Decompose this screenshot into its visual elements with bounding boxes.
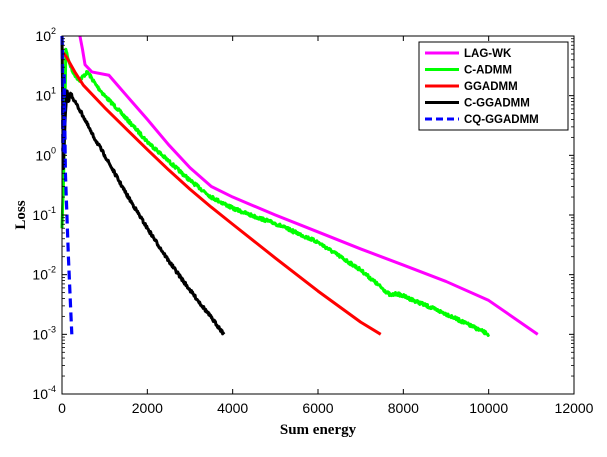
- legend-label-ggadmm: GGADMM: [464, 81, 518, 93]
- series-line-cq-ggadmm: [60, 35, 74, 335]
- legend-label-c-admm: C-ADMM: [464, 65, 512, 77]
- y-tick-base: 10: [32, 386, 48, 402]
- legend: LAG-WK C-ADMM GGADMM C-GGADMM CQ-GGADMM: [418, 41, 569, 131]
- y-tick-label: 10-2: [32, 265, 56, 283]
- y-tick-label: 102: [35, 26, 56, 44]
- y-tick-exponent: -2: [48, 265, 56, 275]
- y-tick-base: 10: [32, 207, 48, 223]
- legend-label-c-ggadmm: C-GGADMM: [464, 98, 530, 110]
- x-tick-label: 2000: [132, 400, 163, 416]
- y-tick-base: 10: [32, 326, 48, 342]
- x-tick-label: 10000: [469, 400, 508, 416]
- y-tick-label: 100: [35, 145, 56, 163]
- y-tick-exponent: 2: [51, 26, 56, 36]
- series-line-lag-wk: [78, 35, 539, 336]
- x-tick-label: 4000: [217, 400, 248, 416]
- series-line-ggadmm: [60, 50, 382, 336]
- series-line-c-admm: [60, 47, 491, 337]
- y-axis-title: Loss: [13, 200, 29, 229]
- y-tick-label: 101: [35, 86, 56, 104]
- x-tick-label: 12000: [555, 400, 594, 416]
- y-tick-exponent: -3: [48, 324, 56, 334]
- y-tick-base: 10: [35, 28, 51, 44]
- series-layer: [60, 35, 539, 337]
- ticks-layer: 0 2000 4000 6000 8000 10000 1200010-410-310-21…: [32, 26, 593, 416]
- x-axis-title: Sum energy: [280, 422, 357, 438]
- y-tick-base: 10: [35, 88, 51, 104]
- y-tick-exponent: -4: [48, 384, 56, 394]
- y-tick-base: 10: [35, 147, 51, 163]
- x-tick-label: 0: [58, 400, 66, 416]
- y-tick-exponent: 0: [51, 145, 56, 155]
- y-tick-label: 10-1: [32, 205, 56, 223]
- y-tick-exponent: -1: [48, 205, 56, 215]
- legend-box: [418, 41, 569, 131]
- y-tick-exponent: 1: [51, 86, 56, 96]
- x-tick-label: 8000: [388, 400, 419, 416]
- x-tick-label: 6000: [302, 400, 333, 416]
- legend-label-cq-ggadmm: CQ-GGADMM: [464, 114, 539, 126]
- y-tick-base: 10: [32, 267, 48, 283]
- series-line-c-ggadmm: [60, 35, 226, 336]
- y-tick-label: 10-3: [32, 324, 56, 342]
- legend-label-lag-wk: LAG-WK: [464, 48, 512, 60]
- y-tick-label: 10-4: [32, 384, 56, 402]
